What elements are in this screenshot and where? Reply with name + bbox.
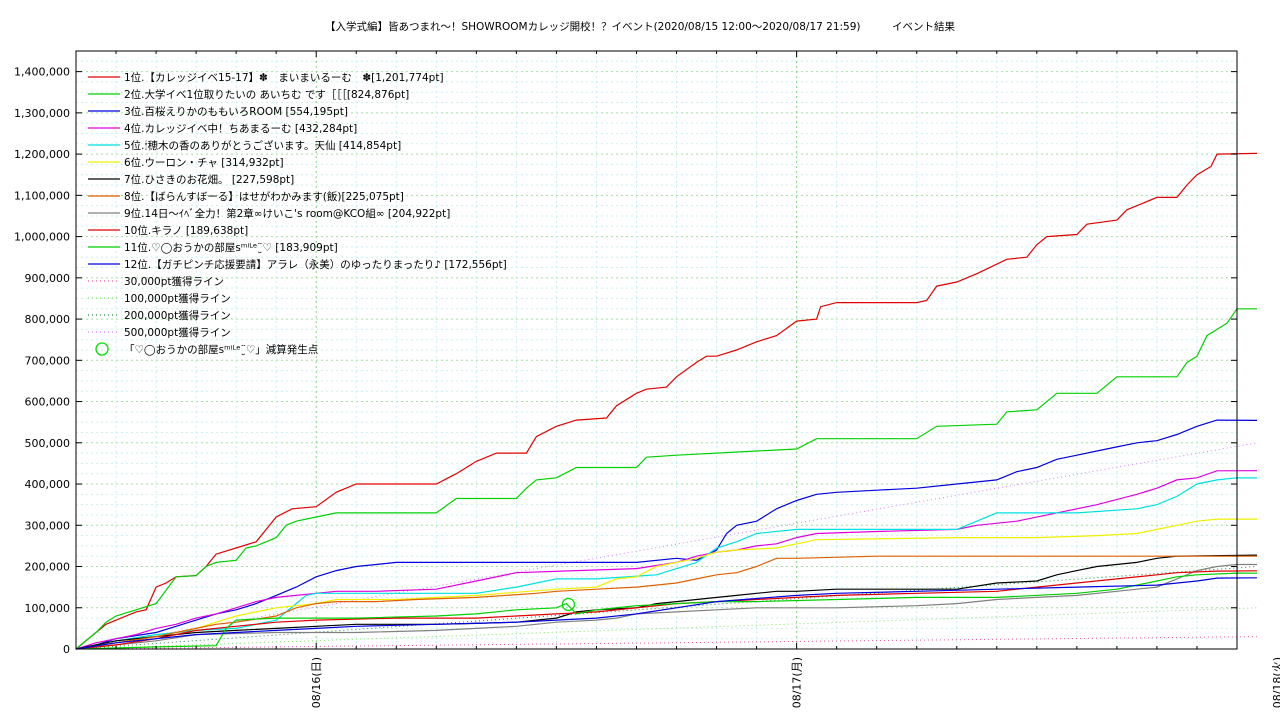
series-line-1 — [75, 152, 1258, 650]
series-line-10 — [75, 570, 1258, 650]
legend-label: 500,000pt獲得ライン — [124, 326, 231, 339]
x-tick-label: 08/18(火) — [1271, 657, 1280, 708]
y-tick-label: 1,200,000 — [14, 148, 70, 161]
y-tick-label: 900,000 — [25, 272, 71, 285]
legend-label: 100,000pt獲得ライン — [124, 292, 231, 305]
series-line-8 — [75, 555, 1257, 650]
y-tick-label: 1,300,000 — [14, 107, 70, 120]
legend-label: 4位.カレッジイベ中！ちあまるーむ [432,284pt] — [124, 122, 357, 135]
series-line-3 — [75, 419, 1258, 650]
y-tick-label: 800,000 — [25, 313, 71, 326]
y-tick-label: 0 — [63, 643, 70, 656]
legend: 1位.【カレッジイベ15-17】✽ まいまいるーむ ✽[1,201,774pt]… — [88, 71, 507, 356]
legend-label: 3位.百桜えりかのももいろROOM [554,195pt] — [124, 105, 348, 118]
legend-label: 5位.🕯穂木の香のありがとうございます。天仙 [414,854pt] — [124, 139, 401, 152]
series-line-12 — [75, 577, 1258, 650]
y-tick-label: 200,000 — [25, 561, 71, 574]
legend-label: 10位.キラノ [189,638pt] — [124, 224, 248, 237]
y-tick-label: 600,000 — [25, 396, 71, 409]
series-line-5 — [75, 477, 1258, 650]
y-axis: 0 100,000 200,000 300,000 400,000 500,000 600,… — [14, 66, 1237, 656]
legend-label: 1位.【カレッジイベ15-17】✽ まいまいるーむ ✽[1,201,774pt] — [124, 71, 444, 84]
y-tick-label: 300,000 — [25, 519, 71, 532]
chart-title: 【入学式編】皆あつまれ～！SHOWROOMカレッジ開校！？イベント(2020/0… — [325, 20, 956, 33]
plot-frame — [75, 50, 1238, 650]
legend-swatch-marker — [95, 342, 109, 356]
legend-label: 12位.【ガチピンチ応援要請】アラレ（永美）のゆったりまったり♪ [172,55… — [124, 258, 507, 271]
legend-label: 2位.大学イベ1位取りたいの あいちむ です［［［[824,876pt] — [124, 88, 409, 101]
grid — [75, 50, 1238, 650]
penalty-marker — [561, 597, 576, 612]
x-tick-label: 08/17(月) — [791, 657, 804, 708]
legend-label: 「♡◯おうかの部屋sᵐⁱᴸᵉ¨̮♡」減算発生点 — [124, 343, 318, 356]
series-lines — [75, 152, 1258, 650]
legend-label: 8位.【ばらんすぼーる】はせがわかみます(飯)[225,075pt] — [124, 190, 404, 203]
reference-line-12 — [75, 636, 1258, 650]
x-axis: 08/16(日) 08/17(月) 08/18(火) — [75, 51, 1280, 708]
series-line-4 — [75, 470, 1258, 650]
y-tick-label: 1,100,000 — [14, 189, 70, 202]
x-tick-label: 08/16(日) — [310, 657, 323, 708]
legend-label: 6位.ウーロン・チャ [314,932pt] — [124, 156, 284, 169]
y-tick-label: 100,000 — [25, 602, 71, 615]
y-tick-label: 700,000 — [25, 354, 71, 367]
markers — [561, 597, 576, 612]
series-line-2 — [75, 308, 1257, 650]
legend-label: 30,000pt獲得ライン — [124, 275, 224, 288]
y-tick-label: 1,000,000 — [14, 231, 70, 244]
reference-lines — [75, 442, 1258, 650]
y-tick-label: 1,400,000 — [14, 66, 70, 79]
legend-label: 7位.ひさきのお花畑。 [227,598pt] — [124, 173, 294, 186]
y-tick-label: 400,000 — [25, 478, 71, 491]
reference-line-13 — [75, 607, 1258, 650]
legend-label: 11位.♡◯おうかの部屋sᵐⁱᴸᵉ¨̮♡ [183,909pt] — [124, 241, 338, 254]
series-line-7 — [75, 554, 1258, 650]
legend-label: 9位.14日〜ｲﾍﾞ全力！第2章∞けいこ's room@KCO組∞ [204,9… — [124, 207, 450, 220]
y-tick-label: 500,000 — [25, 437, 71, 450]
legend-label: 200,000pt獲得ライン — [124, 309, 231, 322]
series-line-6 — [75, 518, 1257, 650]
